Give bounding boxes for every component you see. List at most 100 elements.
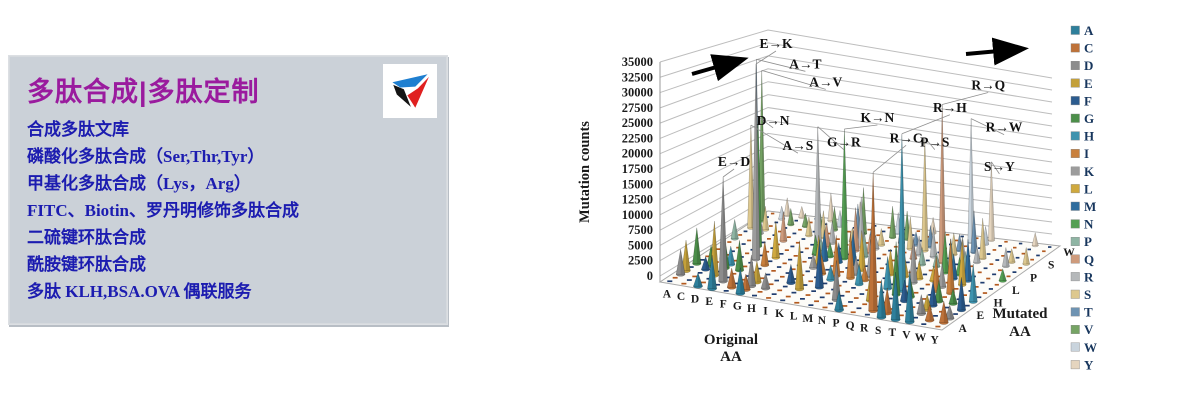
svg-text:17500: 17500 bbox=[622, 162, 653, 176]
svg-text:10000: 10000 bbox=[622, 208, 653, 222]
svg-text:N: N bbox=[818, 315, 827, 327]
svg-text:H: H bbox=[1084, 129, 1094, 144]
svg-text:F: F bbox=[1084, 93, 1092, 108]
svg-text:Y: Y bbox=[1084, 357, 1094, 372]
direction-arrow-left bbox=[691, 54, 749, 82]
svg-text:N: N bbox=[1084, 217, 1094, 232]
svg-text:F: F bbox=[720, 298, 727, 310]
svg-text:R: R bbox=[1084, 269, 1094, 284]
triangle-brand-logo-icon bbox=[392, 74, 429, 108]
svg-text:S: S bbox=[1084, 287, 1091, 302]
svg-text:5000: 5000 bbox=[628, 238, 653, 252]
svg-text:Original: Original bbox=[704, 332, 758, 348]
svg-text:R: R bbox=[860, 322, 869, 334]
svg-text:E: E bbox=[705, 296, 713, 308]
svg-text:32500: 32500 bbox=[622, 70, 653, 84]
svg-text:I: I bbox=[1084, 146, 1089, 161]
svg-text:Mutation counts: Mutation counts bbox=[577, 121, 593, 223]
svg-text:L: L bbox=[790, 310, 798, 322]
svg-text:R→W: R→W bbox=[986, 120, 1023, 135]
svg-text:R→C: R→C bbox=[890, 130, 923, 145]
svg-text:P→S: P→S bbox=[920, 135, 949, 150]
svg-text:20000: 20000 bbox=[622, 147, 653, 161]
svg-text:G: G bbox=[733, 301, 742, 313]
svg-text:G: G bbox=[1084, 111, 1094, 126]
svg-text:25000: 25000 bbox=[622, 116, 653, 130]
service-item: 合成多肽文库 bbox=[27, 120, 129, 139]
svg-text:C: C bbox=[1084, 41, 1093, 56]
svg-text:D: D bbox=[1084, 58, 1093, 73]
svg-text:R→Q: R→Q bbox=[971, 78, 1005, 93]
svg-text:A: A bbox=[663, 289, 672, 301]
y-axis-title: Mutation counts bbox=[577, 121, 593, 223]
svg-text:S: S bbox=[875, 325, 881, 337]
svg-text:S→Y: S→Y bbox=[984, 159, 1015, 174]
svg-text:E→D: E→D bbox=[718, 154, 751, 169]
svg-text:A→V: A→V bbox=[809, 74, 842, 89]
svg-text:2500: 2500 bbox=[628, 254, 653, 268]
svg-text:27500: 27500 bbox=[622, 101, 653, 115]
svg-text:I: I bbox=[763, 306, 768, 318]
svg-text:0: 0 bbox=[647, 269, 653, 283]
svg-text:15000: 15000 bbox=[622, 177, 653, 191]
svg-text:C: C bbox=[677, 291, 685, 303]
svg-text:P: P bbox=[1030, 272, 1037, 284]
svg-text:W: W bbox=[915, 332, 927, 344]
svg-text:V: V bbox=[1084, 322, 1094, 337]
svg-text:AA: AA bbox=[1009, 324, 1031, 340]
service-item: 二硫键环肽合成 bbox=[27, 228, 146, 247]
svg-text:30000: 30000 bbox=[622, 86, 653, 100]
svg-text:K→N: K→N bbox=[861, 110, 895, 125]
service-item: 多肽 KLH,BSA.OVA 偶联服务 bbox=[27, 282, 252, 301]
panel-title: 多肽合成|多肽定制 bbox=[27, 77, 260, 107]
svg-text:AA: AA bbox=[720, 349, 742, 365]
svg-text:M: M bbox=[802, 313, 813, 325]
direction-arrow-right bbox=[965, 37, 1029, 66]
svg-text:T: T bbox=[1084, 305, 1093, 320]
svg-text:K: K bbox=[1084, 164, 1095, 179]
svg-text:A→T: A→T bbox=[789, 56, 821, 71]
svg-text:H: H bbox=[747, 303, 756, 315]
svg-text:E: E bbox=[1084, 76, 1093, 91]
svg-text:M: M bbox=[1084, 199, 1096, 214]
svg-text:7500: 7500 bbox=[628, 223, 653, 237]
svg-text:T: T bbox=[888, 327, 896, 339]
svg-text:Mutated: Mutated bbox=[993, 306, 1049, 322]
svg-text:S: S bbox=[1048, 260, 1054, 272]
service-item: 磷酸化多肽合成（Ser,Thr,Tyr） bbox=[27, 147, 265, 166]
service-item: 甲基化多肽合成（Lys，Arg） bbox=[27, 174, 251, 193]
svg-text:22500: 22500 bbox=[622, 131, 653, 145]
svg-text:G→R: G→R bbox=[827, 135, 861, 150]
svg-text:Y: Y bbox=[930, 334, 939, 346]
svg-text:P: P bbox=[832, 318, 839, 330]
svg-text:D: D bbox=[691, 293, 699, 305]
svg-text:K: K bbox=[775, 308, 784, 320]
svg-text:Q: Q bbox=[1084, 252, 1094, 267]
peptide-services-panel: 多肽合成|多肽定制 合成多肽文库磷酸化多肽合成（Ser,Thr,Tyr） 甲基化多… bbox=[8, 55, 448, 325]
svg-text:Q: Q bbox=[846, 320, 855, 332]
svg-text:H: H bbox=[994, 298, 1003, 310]
brand-logo bbox=[383, 64, 437, 118]
svg-text:12500: 12500 bbox=[622, 193, 653, 207]
svg-text:W: W bbox=[1084, 340, 1097, 355]
mutation-cones bbox=[675, 59, 1039, 325]
service-item: FITC、Biotin、罗丹明修饰多肽合成 bbox=[27, 201, 300, 220]
svg-text:A: A bbox=[1084, 23, 1094, 38]
service-item: 酰胺键环肽合成 bbox=[27, 255, 146, 274]
svg-text:D→N: D→N bbox=[757, 113, 790, 128]
svg-text:P: P bbox=[1084, 234, 1092, 249]
svg-text:A: A bbox=[958, 323, 967, 335]
service-list: 合成多肽文库磷酸化多肽合成（Ser,Thr,Tyr） 甲基化多肽合成（Lys，Ar… bbox=[27, 116, 299, 305]
svg-text:35000: 35000 bbox=[622, 55, 653, 69]
svg-text:V: V bbox=[902, 330, 911, 342]
svg-text:R→H: R→H bbox=[933, 100, 967, 115]
svg-text:L: L bbox=[1084, 181, 1093, 196]
svg-text:E→K: E→K bbox=[759, 36, 793, 51]
svg-text:E: E bbox=[976, 310, 984, 322]
